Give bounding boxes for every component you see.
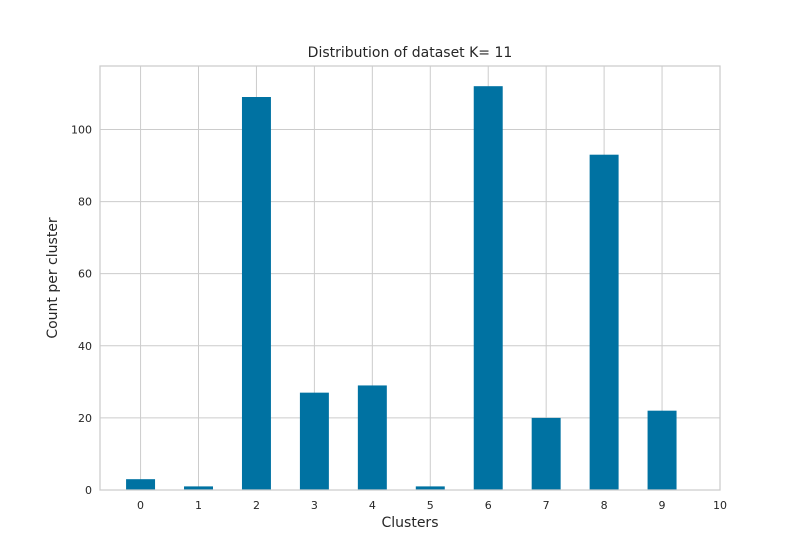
x-tick-labels: 0 1 2 3 4 5 6 7 8 9 10	[137, 499, 727, 512]
x-tick-label: 1	[195, 499, 202, 512]
y-tick-label: 80	[78, 196, 92, 209]
bar-cluster-1	[184, 486, 213, 490]
bars	[126, 86, 677, 490]
y-tick-label: 60	[78, 268, 92, 281]
grid-lines	[100, 66, 721, 491]
x-tick-label: 3	[311, 499, 318, 512]
bar-cluster-7	[531, 417, 561, 490]
x-tick-label: 8	[601, 499, 608, 512]
x-axis-label: Clusters	[382, 515, 439, 531]
plot-frame	[99, 65, 721, 491]
y-tick-labels: 0 20 40 60 80 100	[71, 123, 92, 497]
bar-cluster-9	[647, 410, 677, 490]
y-tick-label: 20	[78, 412, 92, 425]
bar-cluster-3	[299, 392, 329, 490]
x-tick-label: 7	[543, 499, 550, 512]
bar-cluster-2	[241, 97, 271, 490]
bar-cluster-0	[126, 479, 156, 490]
y-tick-label: 0	[85, 484, 92, 497]
bar-cluster-6	[473, 86, 503, 490]
bar-cluster-8	[589, 154, 619, 490]
x-tick-label: 0	[137, 499, 144, 512]
y-axis-label: Count per cluster	[45, 217, 61, 339]
y-tick-label: 100	[71, 123, 92, 136]
x-tick-label: 4	[369, 499, 376, 512]
x-tick-label: 5	[427, 499, 434, 512]
x-tick-label: 6	[485, 499, 492, 512]
x-tick-label: 2	[253, 499, 260, 512]
bar-cluster-5	[415, 486, 445, 490]
x-tick-label: 9	[659, 499, 666, 512]
bar-cluster-4	[357, 385, 387, 490]
x-tick-label: 10	[713, 499, 727, 512]
chart-title: Distribution of dataset K= 11	[308, 45, 513, 61]
y-tick-label: 40	[78, 340, 92, 353]
